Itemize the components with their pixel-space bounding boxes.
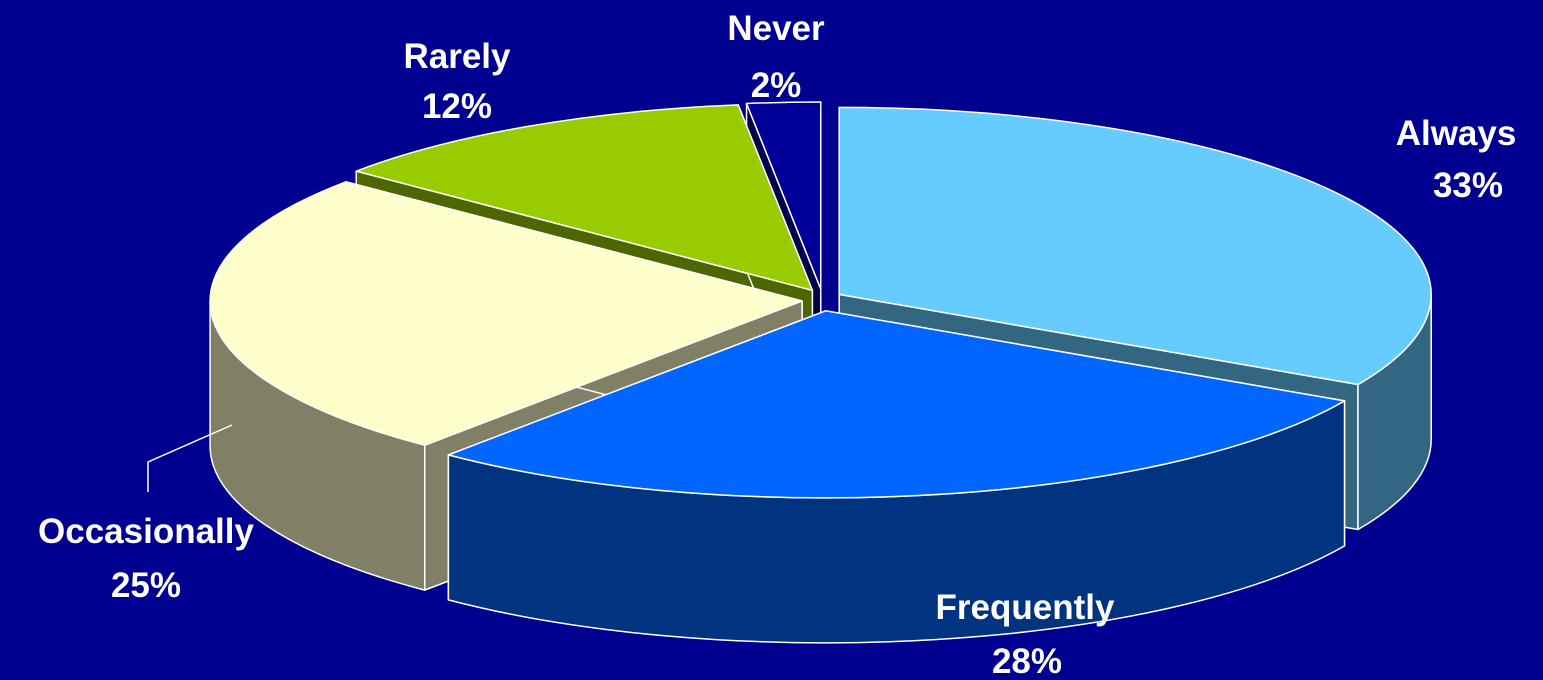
slice-frequently xyxy=(447,310,1346,499)
slice-rarely xyxy=(355,104,814,292)
label-occasionally: Occasionally xyxy=(38,512,254,551)
value-label-frequently: 28% xyxy=(992,642,1062,680)
slice-tops xyxy=(209,101,1432,499)
leader-line-occasionally xyxy=(147,424,233,492)
label-rarely: Rarely xyxy=(403,37,511,76)
value-label-never: 2% xyxy=(751,66,802,105)
label-never: Never xyxy=(727,9,825,48)
value-label-always: 33% xyxy=(1433,166,1503,205)
value-label-occasionally: 25% xyxy=(111,566,181,605)
label-frequently: Frequently xyxy=(936,588,1115,627)
value-label-rarely: 12% xyxy=(422,87,492,126)
label-always: Always xyxy=(1396,114,1517,153)
slice-never xyxy=(745,101,822,290)
slice-always xyxy=(838,106,1432,386)
leader-lines xyxy=(147,424,233,492)
slice-occasionally xyxy=(209,181,803,446)
